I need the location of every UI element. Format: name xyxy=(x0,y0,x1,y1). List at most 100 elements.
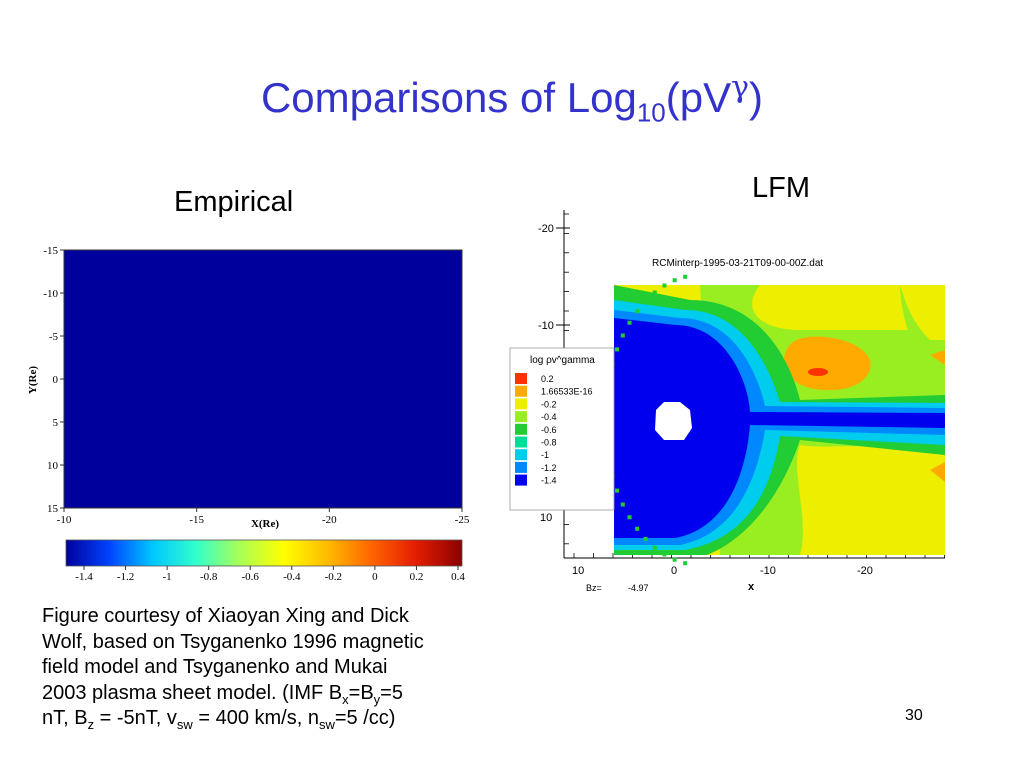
title-paren-close: ) xyxy=(749,74,764,121)
legend-swatch xyxy=(515,398,527,410)
y-tick-label: -15 xyxy=(43,245,58,257)
title-subscript: 10 xyxy=(636,97,666,128)
x-tick-label: -10 xyxy=(57,514,72,526)
y-tick-label: -10 xyxy=(43,288,58,300)
legend-swatch xyxy=(515,436,527,448)
empirical-x-axis-label: X(Re) xyxy=(251,518,279,530)
page-number: 30 xyxy=(905,707,923,724)
title-gamma: γ xyxy=(731,70,750,105)
colorbar-tick-label: -1.2 xyxy=(117,571,134,583)
contour-band xyxy=(474,230,500,528)
caption-line: 2003 plasma sheet model. (IMF Bx=By=5 xyxy=(42,681,502,707)
caption-line: Wolf, based on Tsyganenko 1996 magnetic xyxy=(42,630,424,653)
boundary-cell xyxy=(620,502,625,507)
boundary-cell xyxy=(672,278,677,283)
boundary-cell xyxy=(615,347,620,352)
caption-line: field model and Tsyganenko and Mukai xyxy=(42,656,388,678)
legend-label: 1.66533E-16 xyxy=(541,387,593,397)
legend-swatch xyxy=(515,474,527,486)
legend-label: -1.4 xyxy=(541,476,557,486)
contour-band xyxy=(64,250,462,508)
slide-title: Comparisons of Log10(pVγ) xyxy=(0,70,1024,128)
colorbar-ticks: -1.4 -1.2 -1 -0.8 -0.6 -0.4 -0.2 0 0.2 0.4 xyxy=(75,566,465,583)
contour-band xyxy=(459,250,462,508)
y-tick-label: 15 xyxy=(47,503,59,515)
y-tick-label: 5 xyxy=(53,417,59,429)
colorbar xyxy=(65,539,463,567)
caption-subscript: x xyxy=(342,691,349,707)
caption-text: = -5nT, v xyxy=(94,707,177,729)
legend-label: 0.2 xyxy=(541,374,554,384)
lfm-x-tick-label: -20 xyxy=(857,565,873,577)
lfm-y-tick-label: 10 xyxy=(540,512,552,524)
empirical-x-ticks: -10 -15 -20 -25 xyxy=(57,508,470,526)
lfm-label: LFM xyxy=(752,172,810,204)
legend-swatch xyxy=(515,411,527,423)
y-tick-label: 0 xyxy=(53,374,59,386)
x-tick-label: -15 xyxy=(189,514,204,526)
colorbar-tick-label: -1.4 xyxy=(75,571,93,583)
lfm-bz-value: -4.97 xyxy=(628,583,649,593)
caption-subscript: sw xyxy=(176,717,193,732)
lfm-legend-title: log ρv^gamma xyxy=(530,355,595,366)
empirical-y-ticks: -15 -10 -5 0 5 10 15 xyxy=(43,245,64,515)
boundary-cell xyxy=(635,526,640,531)
title-paren-open: (pV xyxy=(665,74,732,121)
caption-line: nT, Bz = -5nT, vsw = 400 km/s, nsw=5 /cc… xyxy=(42,706,502,732)
boundary-cell xyxy=(627,320,632,325)
lfm-contour-field xyxy=(614,285,945,555)
legend-swatch xyxy=(515,385,527,397)
boundary-cell xyxy=(635,309,640,314)
boundary-cell xyxy=(643,299,648,304)
boundary-cell xyxy=(662,283,667,288)
colorbar-tick-label: -0.4 xyxy=(283,571,301,583)
empirical-contour-field xyxy=(64,230,500,528)
title-main: Comparisons of Log xyxy=(260,74,637,121)
boundary-cell xyxy=(615,488,620,493)
lfm-bz-label: Bz= xyxy=(586,583,602,593)
legend-swatch xyxy=(515,373,527,384)
caption-subscript: z xyxy=(87,717,95,732)
caption-text: nT, B xyxy=(42,707,88,729)
lfm-plot: -20 -10 10 RCMinterp-1995-03-21T09-00-00… xyxy=(509,210,945,593)
lfm-file-label: RCMinterp-1995-03-21T09-00-00Z.dat xyxy=(652,258,823,269)
colorbar-tick-label: 0 xyxy=(372,571,378,583)
colorbar-tick-label: -0.6 xyxy=(242,571,260,583)
legend-label: -0.4 xyxy=(541,412,557,422)
legend-label: -0.8 xyxy=(541,438,557,448)
boundary-cell xyxy=(627,515,632,520)
colorbar-tick-label: 0.4 xyxy=(451,571,465,583)
x-tick-label: -20 xyxy=(322,514,337,526)
lfm-x-tick-label: -10 xyxy=(760,565,776,577)
caption-text: 2003 plasma sheet model. (IMF B xyxy=(42,681,343,704)
caption-text: = 400 km/s, n xyxy=(192,707,319,729)
legend-label: -1.2 xyxy=(541,463,557,473)
legend-swatch xyxy=(515,461,527,473)
empirical-y-axis-label: Y(Re) xyxy=(27,366,39,394)
lfm-x-tick-label: 10 xyxy=(572,565,584,577)
y-tick-label: 10 xyxy=(47,460,59,472)
legend-swatch xyxy=(515,449,527,461)
lfm-legend-box xyxy=(509,347,615,511)
colorbar-tick-label: -0.8 xyxy=(200,571,218,583)
x-tick-label: -25 xyxy=(455,514,470,526)
boundary-cell xyxy=(652,290,657,295)
lfm-x-tick-label: 0 xyxy=(671,565,677,577)
lfm-y-tick-label: -10 xyxy=(538,320,554,332)
contour-band xyxy=(488,230,500,528)
legend-label: -0.2 xyxy=(541,399,557,409)
figure-caption: Figure courtesy of Xiaoyan Xing and Dick… xyxy=(42,604,502,732)
boundary-cell xyxy=(643,536,648,541)
caption-subscript: y xyxy=(373,691,381,707)
empirical-label: Empirical xyxy=(174,186,294,218)
colorbar-tick-label: -1 xyxy=(163,571,172,583)
colorbar-tick-label: 0.2 xyxy=(410,571,424,583)
boundary-cell xyxy=(652,545,657,550)
boundary-cell xyxy=(683,274,688,279)
legend-label: -0.6 xyxy=(541,425,557,435)
lfm-legend: 0.2 1.66533E-16 -0.2 -0.4 -0.6 -0.8 -1 -1.2 -1.4 xyxy=(515,373,593,486)
lfm-x-axis-label: x xyxy=(748,581,755,593)
boundary-cell xyxy=(620,333,625,338)
boundary-cell xyxy=(683,561,688,566)
